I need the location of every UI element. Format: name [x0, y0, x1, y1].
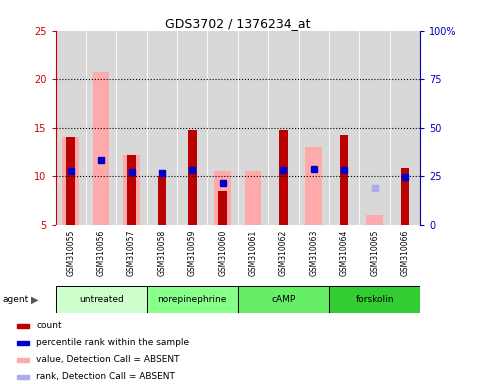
Bar [86, 31, 116, 225]
Bar [214, 171, 231, 225]
Text: GSM310060: GSM310060 [218, 230, 227, 276]
Bar [329, 31, 359, 225]
Text: GSM310059: GSM310059 [188, 230, 197, 276]
Text: GSM310062: GSM310062 [279, 230, 288, 276]
FancyBboxPatch shape [17, 324, 29, 328]
Bar [147, 31, 177, 225]
Bar [127, 155, 136, 225]
Text: ▶: ▶ [31, 295, 39, 305]
Text: percentile rank within the sample: percentile rank within the sample [36, 338, 189, 347]
Bar [329, 286, 420, 313]
Text: value, Detection Call = ABSENT: value, Detection Call = ABSENT [36, 355, 180, 364]
Bar [366, 215, 383, 225]
Text: GSM310057: GSM310057 [127, 230, 136, 276]
Text: rank, Detection Call = ABSENT: rank, Detection Call = ABSENT [36, 372, 175, 381]
Text: GSM310065: GSM310065 [370, 230, 379, 276]
FancyBboxPatch shape [17, 341, 29, 344]
Text: count: count [36, 321, 62, 330]
Text: agent: agent [2, 295, 28, 304]
Bar [359, 31, 390, 225]
Text: cAMP: cAMP [271, 295, 296, 304]
Bar [279, 130, 288, 225]
Bar [245, 171, 261, 225]
Text: GSM310056: GSM310056 [97, 230, 106, 276]
FancyBboxPatch shape [17, 358, 29, 362]
Text: GSM310064: GSM310064 [340, 230, 349, 276]
Bar [157, 176, 166, 225]
Bar [62, 137, 79, 225]
Bar [188, 130, 197, 225]
Bar [238, 286, 329, 313]
Text: forskolin: forskolin [355, 295, 394, 304]
Bar [268, 31, 298, 225]
Bar [401, 169, 409, 225]
Title: GDS3702 / 1376234_at: GDS3702 / 1376234_at [165, 17, 311, 30]
FancyBboxPatch shape [17, 375, 29, 379]
Bar [305, 147, 322, 225]
Text: GSM310055: GSM310055 [66, 230, 75, 276]
Text: untreated: untreated [79, 295, 124, 304]
Bar [177, 31, 208, 225]
Text: GSM310058: GSM310058 [157, 230, 167, 276]
Bar [56, 31, 86, 225]
Text: GSM310063: GSM310063 [309, 230, 318, 276]
Text: GSM310066: GSM310066 [400, 230, 410, 276]
Bar [218, 191, 227, 225]
Bar [298, 31, 329, 225]
Bar [116, 31, 147, 225]
Bar [93, 73, 110, 225]
Bar [208, 31, 238, 225]
Bar [390, 31, 420, 225]
Bar [123, 155, 140, 225]
Bar [56, 286, 147, 313]
Bar [340, 136, 349, 225]
Bar [238, 31, 268, 225]
Text: norepinephrine: norepinephrine [157, 295, 227, 304]
Bar [67, 137, 75, 225]
Bar [147, 286, 238, 313]
Text: GSM310061: GSM310061 [249, 230, 257, 276]
